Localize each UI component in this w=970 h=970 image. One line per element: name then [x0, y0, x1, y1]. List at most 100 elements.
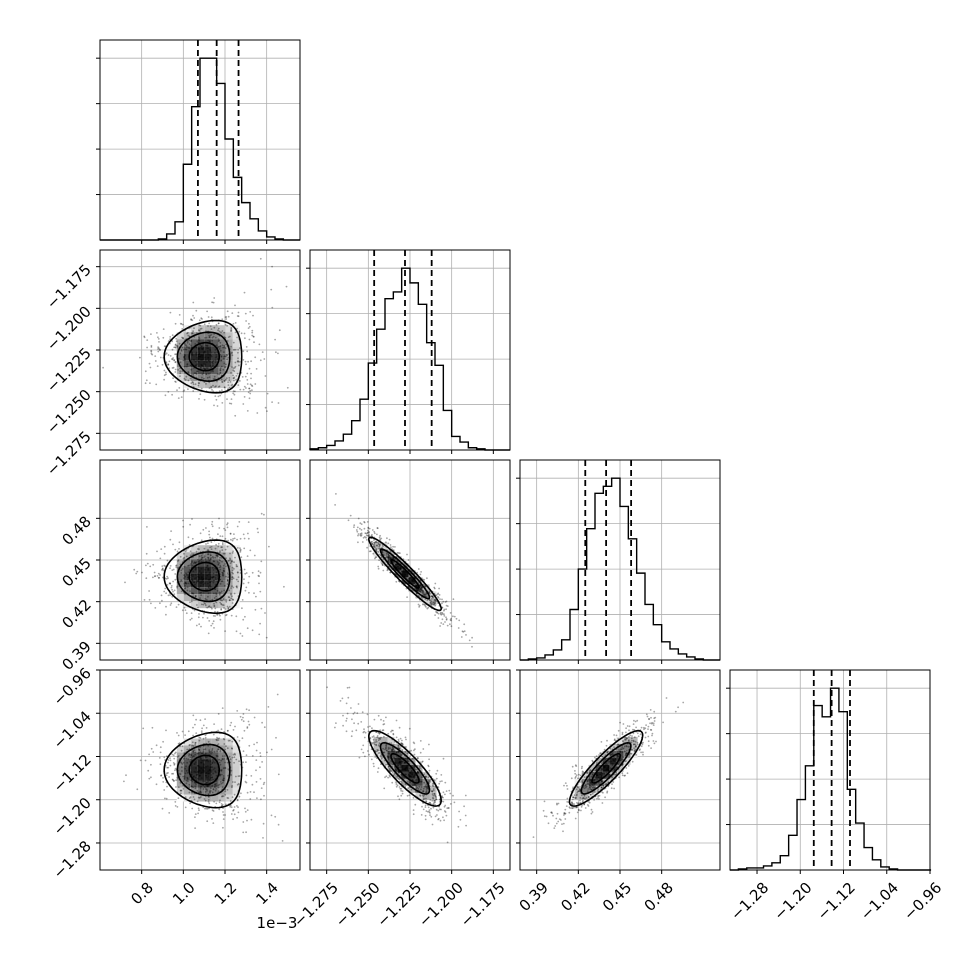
sample-point: [452, 794, 454, 797]
sample-point: [198, 797, 201, 799]
sample-point: [151, 353, 154, 356]
x-tick-label: −1.175: [457, 879, 509, 931]
sample-point: [207, 800, 210, 803]
sample-point: [207, 632, 210, 635]
sample-point: [172, 377, 175, 380]
sample-point: [219, 369, 222, 372]
sample-point: [241, 737, 244, 740]
density-cell: [394, 750, 402, 758]
sample-point: [173, 589, 176, 592]
sample-point: [465, 634, 467, 636]
sample-point: [226, 579, 229, 581]
sample-point: [222, 567, 225, 570]
sample-point: [435, 599, 438, 602]
sample-point: [204, 363, 207, 366]
sample-point: [395, 719, 398, 722]
sample-point: [235, 758, 238, 761]
sample-point: [407, 760, 410, 762]
density-cell: [225, 587, 233, 595]
sample-point: [251, 331, 254, 334]
sample-point: [165, 729, 167, 732]
sample-point: [211, 762, 214, 764]
sample-point: [191, 352, 194, 354]
sample-point: [650, 747, 652, 749]
density-cell: [211, 559, 219, 567]
sample-point: [198, 329, 201, 332]
sample-point: [209, 558, 212, 560]
sample-point: [628, 735, 630, 738]
sample-point: [205, 765, 208, 768]
sample-point: [183, 377, 186, 380]
sample-point: [192, 755, 195, 757]
sample-point: [170, 530, 173, 532]
sample-point: [217, 340, 220, 342]
sample-point: [674, 710, 677, 713]
density-cell: [415, 591, 423, 599]
density-cell: [225, 339, 233, 347]
sample-point: [223, 380, 226, 382]
sample-point: [610, 787, 613, 790]
sample-point: [207, 347, 210, 350]
sample-point: [209, 777, 212, 779]
sample-point: [604, 758, 606, 761]
sample-point: [236, 565, 239, 568]
sample-point: [192, 775, 195, 778]
sample-point: [245, 761, 247, 763]
sample-point: [597, 776, 599, 779]
sample-point: [629, 752, 632, 755]
sample-point: [423, 781, 425, 784]
sample-point: [191, 575, 194, 578]
sample-point: [411, 757, 414, 760]
density-cell: [232, 587, 240, 595]
sample-point: [231, 354, 234, 357]
sample-point: [434, 599, 436, 601]
density-cell: [225, 738, 233, 746]
sample-point: [217, 322, 220, 325]
sample-point: [357, 541, 359, 544]
sample-point: [644, 736, 647, 739]
sample-point: [160, 548, 163, 550]
sample-point: [232, 369, 235, 372]
sample-point: [215, 595, 218, 598]
sample-point: [357, 722, 360, 725]
sample-point: [205, 373, 208, 376]
sample-point: [174, 322, 177, 325]
sample-point: [186, 586, 189, 589]
density-cell: [232, 566, 240, 574]
sample-point: [455, 617, 458, 620]
sample-point: [235, 585, 238, 588]
sample-point: [628, 729, 630, 732]
sample-point: [249, 549, 252, 552]
sample-point: [229, 381, 232, 383]
sample-point: [399, 552, 401, 554]
sample-point: [141, 571, 143, 574]
sample-point: [621, 772, 624, 775]
sample-point: [436, 769, 439, 772]
sample-point: [377, 714, 380, 717]
density-cell: [183, 759, 191, 767]
sample-point: [239, 548, 242, 551]
sample-point: [389, 550, 392, 553]
sample-point: [206, 759, 209, 761]
sample-point: [203, 771, 205, 773]
sample-point: [232, 599, 235, 601]
x-tick-label: 0.8: [127, 879, 157, 909]
sample-point: [219, 781, 222, 783]
sample-point: [184, 734, 187, 736]
sample-point: [208, 336, 211, 339]
sample-point: [216, 554, 219, 557]
sample-point: [390, 770, 393, 772]
sample-point: [227, 607, 230, 609]
density-cell: [232, 339, 240, 347]
sample-point: [202, 748, 205, 751]
density-cell: [176, 573, 184, 581]
sample-point: [432, 595, 434, 598]
sample-point: [200, 758, 203, 760]
sample-point: [586, 783, 589, 786]
sample-point: [403, 574, 406, 577]
sample-point: [200, 366, 202, 369]
sample-point: [219, 565, 222, 568]
sample-point: [448, 789, 451, 792]
sample-point: [216, 613, 219, 616]
density-cell: [211, 566, 219, 574]
